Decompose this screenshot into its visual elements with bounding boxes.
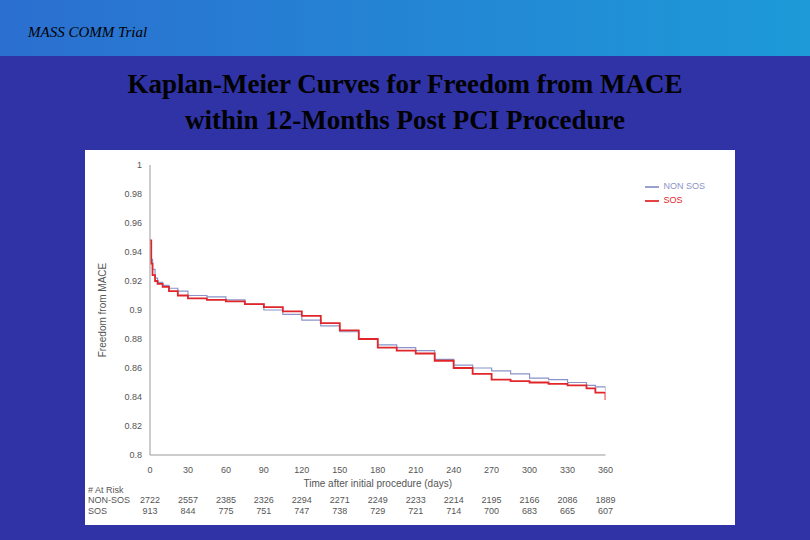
svg-text:714: 714 (446, 506, 461, 516)
svg-text:2294: 2294 (292, 495, 312, 505)
svg-text:2195: 2195 (482, 495, 502, 505)
svg-text:2722: 2722 (140, 495, 160, 505)
svg-text:0.94: 0.94 (124, 247, 142, 257)
html-text:NON SOS: NON SOS (663, 181, 705, 192)
html-text:SOS: SOS (663, 195, 683, 206)
svg-text:2249: 2249 (368, 495, 388, 505)
svg-text:0: 0 (147, 465, 152, 475)
svg-text:Freedom from MACE: Freedom from MACE (97, 262, 108, 357)
svg-text:607: 607 (598, 506, 613, 516)
svg-text:747: 747 (294, 506, 309, 516)
svg-text:775: 775 (218, 506, 233, 516)
svg-text:738: 738 (332, 506, 347, 516)
svg-text:270: 270 (484, 465, 499, 475)
svg-text:# At Risk: # At Risk (88, 485, 124, 495)
svg-text:2086: 2086 (558, 495, 578, 505)
svg-text:844: 844 (180, 506, 195, 516)
svg-text:2385: 2385 (216, 495, 236, 505)
svg-text:683: 683 (522, 506, 537, 516)
svg-text:SOS: SOS (88, 506, 107, 516)
svg-text:0.96: 0.96 (124, 218, 142, 228)
svg-text:1889: 1889 (595, 495, 615, 505)
svg-text:721: 721 (408, 506, 423, 516)
svg-text:150: 150 (332, 465, 347, 475)
svg-text:0.98: 0.98 (124, 189, 142, 199)
svg-text:665: 665 (560, 506, 575, 516)
html-text:Kaplan-Meier Curves for Freedo: Kaplan-Meier Curves for Freedom from MAC… (127, 69, 683, 135)
svg-text:300: 300 (522, 465, 537, 475)
svg-text:2233: 2233 (406, 495, 426, 505)
html-text:MASS COMM Trial: MASS COMM Trial (28, 24, 148, 40)
svg-text:90: 90 (259, 465, 269, 475)
svg-text:2557: 2557 (178, 495, 198, 505)
svg-text:0.86: 0.86 (124, 363, 142, 373)
svg-text:0.88: 0.88 (124, 334, 142, 344)
svg-text:700: 700 (484, 506, 499, 516)
svg-text:2214: 2214 (444, 495, 464, 505)
svg-text:240: 240 (446, 465, 461, 475)
svg-text:1: 1 (137, 160, 142, 170)
svg-text:180: 180 (370, 465, 385, 475)
svg-text:2326: 2326 (254, 495, 274, 505)
svg-text:210: 210 (408, 465, 423, 475)
svg-text:0.84: 0.84 (124, 392, 142, 402)
svg-text:Time after initial procedure (: Time after initial procedure (days) (303, 478, 452, 489)
svg-text:30: 30 (183, 465, 193, 475)
svg-text:751: 751 (256, 506, 271, 516)
svg-text:60: 60 (221, 465, 231, 475)
svg-text:0.82: 0.82 (124, 421, 142, 431)
svg-text:360: 360 (598, 465, 613, 475)
svg-text:729: 729 (370, 506, 385, 516)
svg-text:0.8: 0.8 (129, 450, 142, 460)
svg-text:120: 120 (294, 465, 309, 475)
svg-text:2271: 2271 (330, 495, 350, 505)
svg-text:913: 913 (142, 506, 157, 516)
svg-text:0.9: 0.9 (129, 305, 142, 315)
svg-text:2166: 2166 (520, 495, 540, 505)
svg-text:0.92: 0.92 (124, 276, 142, 286)
svg-text:330: 330 (560, 465, 575, 475)
svg-text:NON-SOS: NON-SOS (88, 495, 130, 505)
